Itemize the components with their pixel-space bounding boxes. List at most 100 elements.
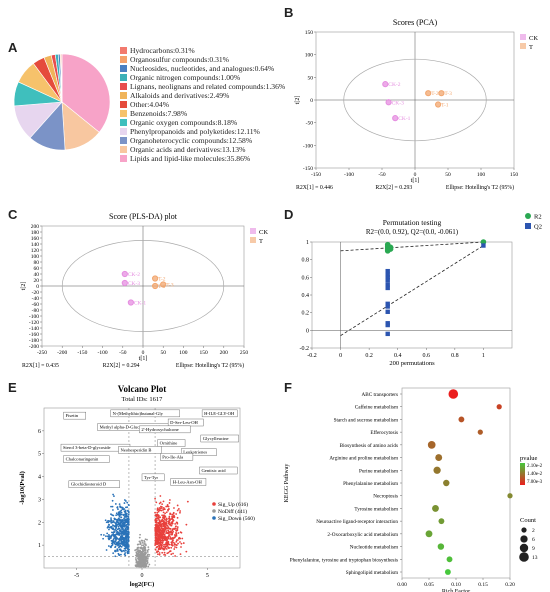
- legend-swatch: [120, 155, 127, 162]
- plsda-plot: Score (PLS-DA) plot-250 -200 -150 -100 -50 0 5…: [21, 212, 268, 369]
- panel-label-b: B: [284, 5, 294, 20]
- sig-up-point: [174, 523, 177, 525]
- count-legend-marker: [519, 552, 529, 562]
- nodiff-point: [144, 557, 147, 560]
- nodiff-point: [141, 539, 144, 542]
- sig-down-point: [112, 521, 114, 524]
- sig-up-point: [169, 537, 172, 540]
- x-tick-label: 0.4: [394, 353, 402, 359]
- legend-swatch: [120, 56, 127, 63]
- y-tick-label: 200: [31, 224, 40, 230]
- count-legend-marker: [520, 535, 528, 543]
- legend-swatch: [120, 119, 127, 126]
- sig-down-point: [112, 509, 114, 511]
- sig-up-point: [170, 522, 173, 524]
- y-tick-label: 4: [38, 475, 41, 481]
- sig-up-point: [162, 508, 165, 511]
- x-tick-label: -250: [37, 350, 47, 356]
- sig-up-point: [160, 509, 163, 512]
- sig-up-point: [171, 532, 174, 535]
- legend-label: T: [259, 238, 263, 245]
- sig-up-point: [154, 497, 156, 500]
- y-tick-label: 0.4: [302, 293, 310, 299]
- sig-up-point: [158, 542, 161, 545]
- x-tick-label: 0.2: [365, 353, 373, 359]
- q2-point: [385, 304, 390, 309]
- y-tick-label: 2: [38, 520, 41, 526]
- sig-up-point: [180, 542, 183, 545]
- sig-up-point: [174, 546, 176, 548]
- sig-up-point: [160, 524, 163, 527]
- nodiff-point: [135, 548, 138, 551]
- sig-down-point: [118, 527, 121, 530]
- sig-down-point: [123, 502, 126, 504]
- y-tick-label: 3: [38, 497, 41, 503]
- annotation-box: [170, 478, 207, 486]
- sig-up-point: [177, 542, 179, 545]
- y-tick-label: -40: [32, 296, 40, 302]
- x-tick-label: 100: [477, 172, 486, 178]
- sig-up-point: [177, 537, 180, 540]
- pathway-label: Arginine and proline metabolism: [329, 456, 398, 462]
- nodiff-point: [143, 556, 145, 559]
- sig-down-point: [126, 501, 129, 504]
- y-tick-label: 40: [34, 272, 40, 278]
- annotation-box: [160, 453, 194, 461]
- y-tick-label: 60: [34, 266, 40, 272]
- sig-down-point: [114, 541, 117, 543]
- sig-down-point: [127, 513, 130, 516]
- sig-up-point: [172, 552, 174, 555]
- nodiff-point: [136, 565, 138, 568]
- score-point: [382, 81, 389, 88]
- legend-label: Lignans, neolignans and related compound…: [130, 82, 286, 91]
- sig-down-point: [117, 525, 120, 528]
- sig-up-point: [160, 541, 163, 544]
- legend-label: Phenylpropanoids and polyketides:12.11%: [130, 127, 260, 136]
- score-point: [121, 270, 128, 278]
- q2-point: [385, 277, 390, 283]
- nodiff-point: [141, 544, 143, 547]
- sig-down-point: [119, 532, 122, 535]
- pie-slice: [60, 53, 63, 103]
- annotation-label: Glycylleucine: [203, 436, 229, 441]
- sig-up-point: [175, 546, 178, 549]
- pathway-bubble: [496, 404, 502, 410]
- sig-up-point: [157, 538, 160, 541]
- sig-up-point: [182, 542, 185, 544]
- sig-down-point: [120, 521, 123, 524]
- sig-down-point: [120, 506, 123, 509]
- sig-up-point: [171, 513, 174, 516]
- sig-up-point: [157, 516, 159, 519]
- legend-swatch: [250, 237, 256, 243]
- sig-up-point: [157, 537, 159, 540]
- sig-down-point: [111, 499, 114, 502]
- sig-up-point: [175, 534, 178, 537]
- nodiff-point: [143, 555, 146, 558]
- q2-point: [385, 282, 390, 287]
- sig-up-point: [179, 511, 181, 514]
- q2-point: [385, 301, 390, 307]
- sig-up-point: [156, 521, 159, 524]
- sig-down-point: [124, 527, 127, 530]
- chart-subtitle: Total IDs: 1617: [122, 396, 163, 403]
- nodiff-point: [147, 546, 150, 548]
- y-tick-label: -60: [32, 302, 40, 308]
- score-point: [435, 101, 442, 108]
- annotation-label: Leukotrienes: [183, 450, 207, 455]
- sig-up-point: [160, 539, 163, 542]
- pathway-bubble: [427, 441, 436, 449]
- sig-up-point: [170, 553, 173, 556]
- chart-title: Permutation testing: [383, 218, 442, 227]
- x-axis-label: 200 permutations: [389, 360, 435, 367]
- sig-down-point: [118, 523, 121, 526]
- panel-label-d: D: [284, 207, 294, 222]
- footer-r2x1: R2X[1] = 0.446: [296, 185, 333, 191]
- legend-label: Sig_Up (616): [218, 501, 248, 508]
- sig-down-point: [110, 519, 113, 522]
- count-legend-label: 2: [532, 528, 535, 534]
- score-point: [385, 99, 392, 106]
- x-tick-label: 0.10: [451, 582, 461, 588]
- legend-swatch: [212, 509, 216, 513]
- y-tick-label: 180: [31, 230, 40, 236]
- sig-up-point: [175, 544, 178, 546]
